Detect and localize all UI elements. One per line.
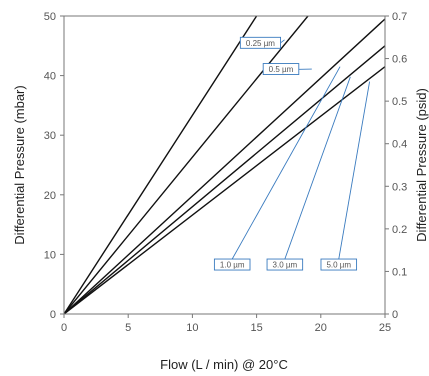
series-line-4	[64, 66, 385, 314]
callout-box-3	[266, 258, 304, 271]
y2-tick-label-6: 0.6	[392, 54, 407, 66]
y2-tick-label-3: 0.3	[392, 181, 407, 193]
x-tick-label-1: 5	[125, 322, 131, 334]
axis-layer: 0 5 10 15 20 250102030405000.10.20.30.40.50.6…	[44, 11, 408, 334]
callout-label-0: 0.25 µm	[246, 39, 275, 48]
y2-tick-label-1: 0.1	[392, 266, 407, 278]
callout-leader-4	[338, 81, 371, 260]
y-tick-label-3: 30	[44, 130, 56, 142]
x-tick-label-2: 10	[186, 322, 198, 334]
y2-tick-label-7: 0.7	[392, 11, 407, 23]
x-tick-label-0: 0	[61, 322, 67, 334]
y-tick-label-0: 0	[50, 309, 56, 321]
callout-box-4	[320, 258, 358, 271]
series-layer	[64, 16, 385, 314]
y-axis-title: Differential Pressure (mbar)	[12, 85, 27, 244]
callout-layer: 0.25 µm 0.5 µm 1.0 µm 3.0 µm 5.0 µm	[213, 36, 371, 271]
callout-box-1	[262, 63, 300, 75]
y2-tick-label-0: 0	[392, 309, 398, 321]
x-tick-label-3: 15	[250, 322, 262, 334]
y-tick-label-5: 50	[44, 11, 56, 23]
series-line-0	[64, 16, 258, 314]
x-tick-label-5: 25	[379, 322, 391, 334]
x-tick-label-4: 20	[315, 322, 327, 334]
y-tick-label-2: 20	[44, 190, 56, 202]
x-axis-title: Flow (L / min) @ 20°C	[160, 357, 288, 372]
y-tick-label-1: 10	[44, 249, 56, 261]
callout-label-4: 5.0 µm	[326, 261, 351, 270]
y2-axis-title: Differential Pressure (psid)	[414, 88, 429, 242]
y2-tick-label-2: 0.2	[392, 224, 407, 236]
y-tick-label-4: 40	[44, 71, 56, 83]
callout-label-2: 1.0 µm	[220, 261, 245, 270]
callout-box-0	[239, 36, 282, 49]
callout-leader-0	[280, 39, 285, 44]
series-line-2	[64, 18, 385, 314]
callout-leader-3	[284, 76, 351, 260]
callout-label-3: 3.0 µm	[273, 261, 298, 270]
callout-box-2	[213, 258, 251, 271]
y2-tick-label-5: 0.5	[392, 96, 407, 108]
y2-tick-label-4: 0.4	[392, 139, 407, 151]
callout-leader-2	[231, 66, 341, 260]
callout-label-1: 0.5 µm	[269, 65, 294, 74]
series-line-3	[64, 45, 385, 314]
